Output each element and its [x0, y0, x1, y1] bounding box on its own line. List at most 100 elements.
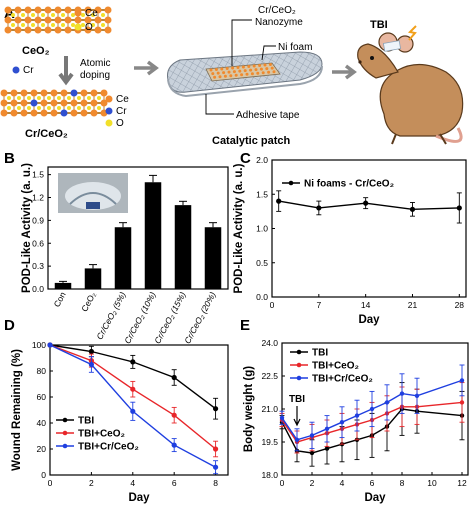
x-tick-label: 6: [172, 478, 177, 488]
ce-atom: [10, 109, 18, 117]
cr-atom: [60, 109, 68, 117]
ce-atom: [40, 89, 48, 97]
legend-swatch-marker: [296, 362, 302, 368]
x-tick-label: 4: [340, 478, 345, 488]
o-atom: [51, 13, 55, 17]
ce-atom: [14, 16, 22, 24]
o-atom: [97, 96, 101, 100]
o-atom: [67, 106, 71, 110]
legend-label: TBI+Cr/CeO₂: [78, 442, 139, 453]
o-atom: [21, 13, 25, 17]
legend-label: TBI+CeO₂: [78, 429, 125, 440]
o-atom: [87, 106, 91, 110]
ce-atom: [84, 6, 92, 14]
o-atom: [97, 106, 101, 110]
ce-atom: [90, 99, 98, 107]
x-tick-label: CeO₂: [79, 290, 98, 313]
nanozyme-particle: [229, 74, 233, 78]
nanozyme-particle: [231, 66, 235, 70]
x-tick-label: Cr/CeO₂ (10%): [122, 290, 158, 345]
data-point: [212, 446, 219, 452]
o-atom: [7, 96, 11, 100]
ce-atom: [70, 109, 78, 117]
o-atom-legend-marker: [74, 23, 82, 31]
nanozyme-particle: [265, 67, 269, 71]
data-point: [459, 378, 465, 383]
y-tick-label: 100: [32, 340, 46, 350]
data-point: [171, 442, 177, 448]
doping-label-line1: Atomic: [80, 58, 111, 69]
tape-label: Adhesive tape: [236, 110, 300, 121]
panel-label-c: C: [240, 150, 251, 167]
data-point: [456, 205, 462, 211]
nanozyme-pointer: [231, 19, 252, 66]
catalytic-patch-illustration: [167, 51, 323, 98]
cr-atom-legend-marker: [105, 107, 113, 115]
y-tick-label: 0.0: [32, 284, 44, 294]
ce-atom: [100, 89, 108, 97]
o-atom: [61, 23, 65, 27]
ce-atom: [44, 26, 52, 34]
o-atom: [47, 106, 51, 110]
bar: [84, 268, 102, 289]
ce-atom: [30, 109, 38, 117]
x-tick-label: 0: [280, 478, 285, 488]
nanozyme-particle: [272, 70, 276, 74]
data-point: [88, 348, 94, 355]
ce-atom: [74, 16, 82, 24]
panel-d-line-chart: D 0 20 40 60 80 100 0 2 4 6 8 Day Wound Remaining (%…: [4, 317, 229, 504]
ce-atom: [94, 26, 102, 34]
y-axis-label: Body weight (g): [243, 366, 255, 452]
data-point: [279, 415, 285, 420]
ce-atom: [90, 109, 98, 117]
o-atom: [41, 13, 45, 17]
y-tick-label: 2.0: [256, 155, 268, 165]
x-axis-label: Day: [364, 492, 386, 504]
panel-e-axes-frame: [281, 342, 469, 476]
ce-atom: [104, 6, 112, 14]
y-tick-label: 1.2: [32, 193, 44, 203]
o-atom: [27, 96, 31, 100]
legend-label: TBI+CeO₂: [312, 361, 359, 372]
ce-atom: [14, 26, 22, 34]
legend-swatch-marker: [296, 349, 302, 355]
data-point: [309, 433, 315, 438]
data-point: [309, 450, 315, 456]
o-atom: [91, 13, 95, 17]
bar: [204, 227, 222, 289]
data-point: [459, 400, 465, 405]
ce-atom: [54, 6, 62, 14]
y-tick-label: 20: [37, 444, 47, 454]
o-atom: [71, 13, 75, 17]
panel-label-b: B: [4, 150, 15, 167]
nanozyme-particle: [236, 66, 240, 69]
legend-swatch-marker: [62, 417, 68, 423]
nanozyme-particle: [218, 75, 222, 79]
x-tick-label: 10: [427, 478, 437, 488]
nanozyme-particle: [263, 63, 267, 67]
o-atom: [11, 13, 15, 17]
x-tick-label: 21: [408, 300, 418, 310]
o-atom: [21, 23, 25, 27]
o-atom: [51, 23, 55, 27]
ce-atom: [14, 6, 22, 14]
y-tick-label: 18.0: [261, 470, 278, 480]
panel-label-e: E: [240, 317, 250, 334]
ce-atom: [24, 6, 32, 14]
data-point: [130, 408, 136, 414]
x-tick-label: 6: [370, 478, 375, 488]
ceo2-label: CeO₂: [22, 45, 50, 57]
x-tick-label: 7: [316, 300, 321, 310]
data-point: [369, 406, 375, 412]
ce-atom: [4, 6, 12, 14]
cr-atom: [70, 89, 78, 97]
nanozyme-particle: [232, 70, 236, 74]
nanozyme-particle: [249, 68, 253, 72]
nanozyme-label-line2: Nanozyme: [255, 17, 303, 28]
panel-label-d: D: [4, 317, 15, 334]
ce-atom: [34, 16, 42, 24]
ce-atom: [94, 6, 102, 14]
data-point: [399, 391, 405, 396]
bar: [174, 205, 192, 289]
